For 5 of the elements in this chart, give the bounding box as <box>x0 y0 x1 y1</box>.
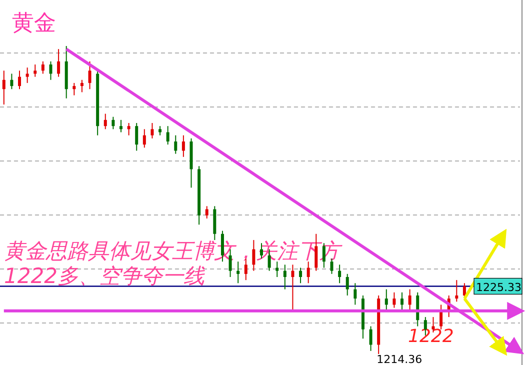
annotation: 1222多、空争夺一线 <box>4 264 206 288</box>
annotation: 1222 <box>408 326 454 347</box>
chart-title: 黄金 <box>12 11 56 36</box>
annotation: 1225.33 <box>476 281 522 294</box>
annotation: 1214.36 <box>376 353 422 365</box>
